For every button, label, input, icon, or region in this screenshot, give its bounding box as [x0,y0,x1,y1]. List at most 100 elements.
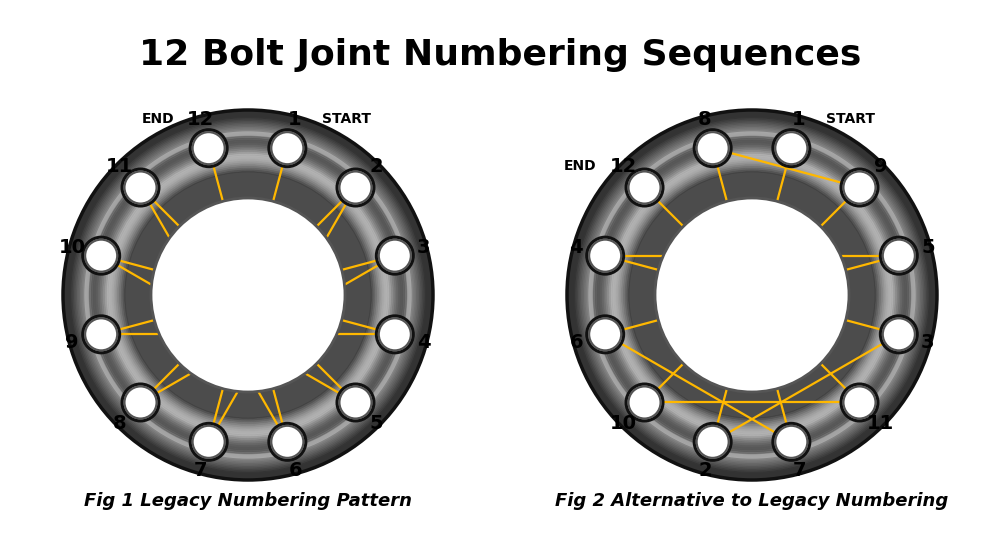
Circle shape [103,150,393,439]
Circle shape [97,144,399,446]
Circle shape [642,185,862,405]
Circle shape [139,186,357,404]
Circle shape [883,239,915,272]
Circle shape [112,159,384,431]
Circle shape [618,161,886,429]
Circle shape [843,172,875,204]
Circle shape [593,136,911,453]
Circle shape [105,152,391,438]
Circle shape [267,128,307,168]
Circle shape [648,191,856,399]
Circle shape [633,176,871,414]
Circle shape [102,149,394,441]
Circle shape [378,239,412,273]
Circle shape [64,111,432,478]
Circle shape [124,386,158,420]
Circle shape [579,122,925,468]
Circle shape [589,132,915,458]
Circle shape [775,132,807,164]
Circle shape [189,422,229,462]
Circle shape [72,119,424,471]
Circle shape [125,172,157,204]
Text: 6: 6 [569,333,583,352]
Circle shape [882,239,916,273]
Circle shape [696,425,730,459]
Circle shape [597,140,907,450]
Circle shape [774,131,808,165]
Text: 11: 11 [106,157,133,176]
Circle shape [121,382,161,422]
Circle shape [626,169,878,421]
Text: 1: 1 [792,110,806,129]
Circle shape [113,160,383,430]
Circle shape [125,387,157,419]
Circle shape [576,119,928,471]
Circle shape [646,189,858,401]
Circle shape [604,147,900,443]
Circle shape [128,174,368,415]
Circle shape [141,188,355,402]
Circle shape [607,150,897,440]
Circle shape [629,172,875,419]
Circle shape [96,143,400,446]
Circle shape [630,173,874,417]
Circle shape [150,197,346,394]
Circle shape [338,171,372,205]
Circle shape [142,189,354,401]
Circle shape [124,171,158,205]
Circle shape [375,314,415,355]
Circle shape [118,165,378,425]
Circle shape [616,159,888,431]
Circle shape [611,154,893,436]
Circle shape [100,147,396,443]
Circle shape [628,386,662,420]
Circle shape [151,198,345,392]
Circle shape [617,160,887,430]
Circle shape [135,182,361,408]
Circle shape [114,161,382,429]
Circle shape [612,155,892,434]
Circle shape [620,163,884,427]
Text: 3: 3 [417,238,431,257]
Circle shape [69,116,427,474]
Circle shape [93,140,403,450]
Circle shape [589,318,621,350]
Circle shape [66,113,430,477]
Circle shape [120,167,376,423]
Circle shape [640,184,864,407]
Circle shape [615,157,889,432]
Circle shape [771,128,811,168]
Circle shape [568,111,936,478]
Circle shape [879,314,919,355]
Circle shape [595,138,909,452]
Circle shape [98,145,398,445]
Circle shape [121,168,375,422]
Text: 2: 2 [370,157,384,176]
Circle shape [379,318,411,350]
Circle shape [627,170,877,420]
Circle shape [339,172,371,204]
Circle shape [573,116,931,474]
Circle shape [123,170,373,420]
Circle shape [125,172,371,419]
Circle shape [639,182,865,408]
Circle shape [111,159,385,432]
Circle shape [629,172,875,419]
Circle shape [839,168,879,207]
Circle shape [335,168,375,207]
Circle shape [655,198,849,392]
Circle shape [91,138,405,452]
Circle shape [84,317,118,351]
Circle shape [771,422,811,462]
Circle shape [189,128,229,168]
Circle shape [192,131,226,165]
Circle shape [379,239,411,272]
Text: 6: 6 [288,462,302,481]
Circle shape [608,151,896,439]
Circle shape [126,173,370,417]
Circle shape [634,178,870,413]
Text: 12: 12 [610,157,637,176]
Circle shape [586,129,918,461]
Circle shape [375,236,415,276]
Circle shape [76,123,420,467]
